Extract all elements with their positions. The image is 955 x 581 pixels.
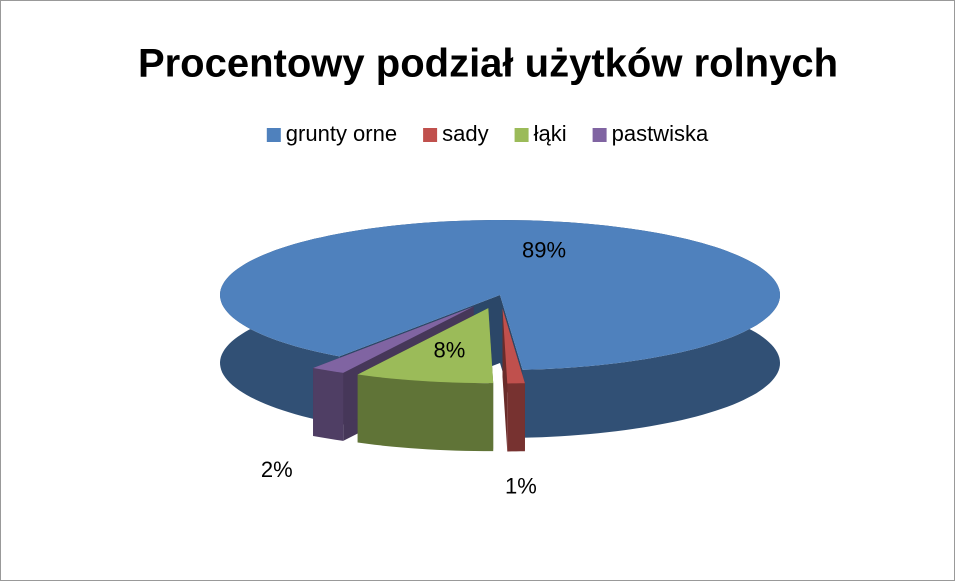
legend-label: łąki [534, 121, 567, 146]
data-label: 89% [522, 237, 566, 262]
legend-swatch [266, 128, 281, 142]
data-label: 8% [433, 338, 465, 363]
data-label: 1% [505, 473, 537, 498]
data-label: 2% [261, 457, 293, 482]
slice-side [313, 368, 344, 441]
slice-side [357, 374, 494, 452]
slice [220, 220, 780, 370]
legend-label: pastwiska [612, 121, 709, 146]
plot-area: 89% 1% 8% 2% [220, 220, 780, 498]
slice [502, 308, 525, 384]
legend-swatch [423, 128, 438, 142]
slice-side [507, 383, 525, 452]
legend-label: grunty orne [286, 121, 397, 146]
legend-swatch [514, 128, 529, 142]
legend-swatch [592, 128, 607, 142]
slice [313, 306, 474, 373]
legend-label: sady [442, 121, 488, 146]
chart-title: Procentowy podział użytków rolnych [138, 42, 838, 86]
legend: grunty orne sady łąki pastwiska [266, 121, 709, 146]
slice [357, 308, 494, 384]
slice-side [502, 308, 508, 452]
